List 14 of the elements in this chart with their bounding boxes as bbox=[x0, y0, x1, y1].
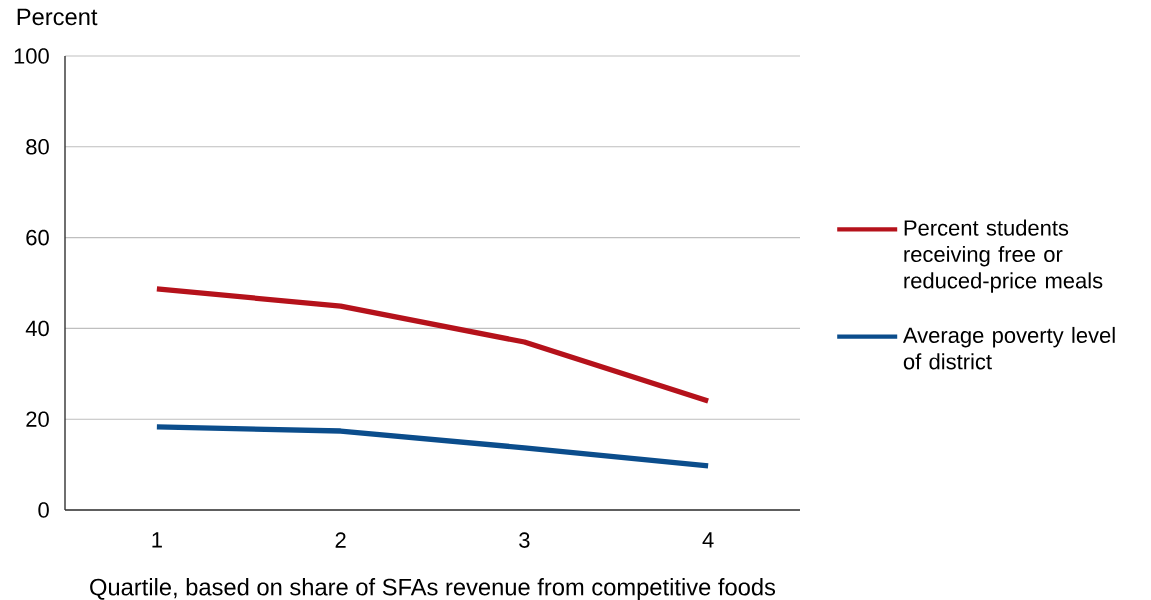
legend-label: Average poverty level of district bbox=[902, 326, 1115, 370]
y-tick-label: 20 bbox=[26, 411, 49, 427]
y-tick-label: 80 bbox=[26, 139, 49, 155]
y-tick-label: 40 bbox=[25, 320, 49, 337]
x-tick-label: 1 bbox=[152, 532, 162, 548]
y-tick-label: 0 bbox=[38, 502, 49, 518]
x-tick-label: 3 bbox=[519, 532, 530, 548]
y-axis-title: Percent bbox=[17, 8, 98, 26]
legend-label: Percent students receiving free or reduced-price meals bbox=[904, 219, 1103, 293]
x-axis-title: Quartile, based on share of SFAs revenue from competitive foods bbox=[90, 578, 776, 600]
x-tick-label: 4 bbox=[702, 532, 714, 548]
x-tick-label: 2 bbox=[335, 532, 346, 548]
y-tick-label: 100 bbox=[14, 48, 49, 64]
y-tick-label: 60 bbox=[26, 229, 49, 246]
